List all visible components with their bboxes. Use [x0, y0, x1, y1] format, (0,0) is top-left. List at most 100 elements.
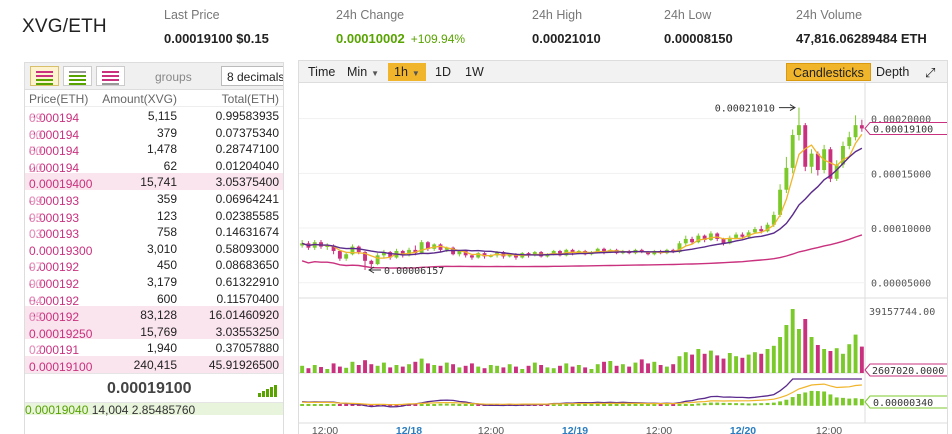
candle [476, 253, 481, 258]
time-button[interactable]: Time [308, 65, 336, 79]
volume-bar [306, 368, 311, 373]
volume-24h-stat: 24h Volume 47,816.06289484 ETH [796, 8, 927, 46]
depth-button[interactable]: Depth [876, 65, 910, 79]
high-24h-stat: 24h High 0.00021010 [532, 8, 601, 46]
volume-bar [570, 366, 575, 373]
candle [790, 135, 795, 168]
ask-row[interactable]: 0.000192 84 600 0.11570400 [29, 291, 279, 308]
ask-amount: 5,115 [147, 109, 177, 123]
macd-histogram-bar [658, 404, 663, 406]
macd-histogram-bar [413, 404, 418, 406]
macd-histogram-bar [331, 404, 336, 406]
view-asks-button[interactable] [96, 66, 125, 86]
change-24h-stat: 24h Change 0.00010002 +109.94% [336, 8, 465, 46]
candle [482, 253, 487, 257]
decimals-select[interactable]: 8 decimals ▼ [221, 66, 283, 86]
interval-1d-button[interactable]: 1D [435, 65, 451, 79]
ask-total: 0.14631674 [215, 225, 279, 240]
macd-histogram-bar [715, 402, 720, 406]
volume-bar [746, 354, 751, 373]
fullscreen-icon[interactable]: ⤢ [925, 65, 936, 80]
macd-tag [864, 395, 947, 409]
candle [765, 224, 770, 232]
caret-down-icon: ▼ [371, 69, 380, 78]
ask-row[interactable]: 0.000192 65 83,128 16.01460920 [25, 306, 283, 324]
bid-total: 2.85485760 [131, 402, 196, 417]
volume-bar [514, 366, 518, 373]
macd-histogram-bar [740, 403, 745, 406]
ask-row[interactable]: 0.000191 02 1,940 0.37057880 [29, 341, 279, 358]
macd-histogram-bar [790, 397, 795, 406]
price-axis: 0.00020000 0.00015000 0.00010000 0.00005000… [864, 115, 947, 409]
ask-row[interactable]: 0.000194 20 62 0.01204040 [29, 158, 279, 175]
volume-bar [664, 366, 669, 373]
volume-bar [432, 365, 437, 373]
macd-histogram-bar [419, 404, 424, 406]
macd-histogram-bar [551, 404, 556, 406]
min-dropdown[interactable]: Min ▼ [341, 63, 385, 81]
candle [325, 245, 330, 247]
price-tick-label: 0.00020000 [871, 115, 931, 126]
candle [803, 125, 808, 167]
candle [558, 250, 562, 256]
candle [690, 238, 695, 243]
candle [469, 255, 474, 258]
macd-histogram-bar [633, 404, 638, 406]
high-price-annotation: 0.00021010 [715, 104, 775, 115]
ask-amount: 240,415 [133, 357, 177, 372]
volume-bar [312, 365, 317, 373]
volume-bar [381, 362, 386, 373]
ask-row[interactable]: 0.000194 60 379 0.07375340 [29, 125, 279, 142]
volume-bar [463, 365, 468, 373]
arrow-left-icon [368, 266, 382, 274]
low-24h-stat: 24h Low 0.00008150 [664, 8, 733, 46]
view-bids-button[interactable] [63, 66, 92, 86]
date-label: 12/18 [396, 425, 422, 434]
ask-row[interactable]: 0.00019300 3,010 0.58093000 [29, 241, 279, 258]
view-both-button[interactable] [30, 66, 59, 86]
volume-bar [652, 361, 657, 373]
volume-bar [495, 365, 500, 373]
volume-bar [319, 367, 323, 373]
volume-bar [375, 365, 380, 373]
macd-histogram-bar [627, 404, 632, 406]
interval-1h-dropdown[interactable]: 1h ▼ [388, 63, 426, 81]
volume-bar [520, 369, 525, 373]
volume-bar [482, 368, 487, 373]
ask-row[interactable]: 0.000194 69 5,115 0.99583935 [29, 109, 279, 125]
ask-row[interactable]: 0.000192 90 3,179 0.61322910 [29, 274, 279, 291]
ask-row[interactable]: 0.000193 95 123 0.02385585 [29, 208, 279, 225]
ask-list: 0.000194 69 5,115 0.99583935 0.000194 60 379 0.… [25, 107, 283, 374]
candlestick-chart[interactable]: 0.00020000 0.00015000 0.00010000 0.00005000… [299, 83, 948, 434]
bid-row[interactable]: 0.00019040 14,004 2.85485760 [25, 402, 283, 417]
macd-histogram-bar [746, 403, 751, 406]
candle [413, 249, 418, 254]
ask-row[interactable]: 0.000192 97 450 0.08683650 [29, 258, 279, 275]
ask-row[interactable]: 0.000194 50 1,478 0.28747100 [29, 142, 279, 159]
ask-row[interactable]: 0.00019400 15,741 3.05375400 [25, 173, 283, 191]
candlesticks-button[interactable]: Candlesticks [786, 63, 871, 81]
interval-1w-button[interactable]: 1W [465, 65, 484, 79]
macd-histogram-bar [847, 398, 852, 406]
ask-total: 0.06964241 [215, 191, 279, 206]
candle [696, 235, 701, 243]
ask-row[interactable]: 0.000193 03 758 0.14631674 [29, 225, 279, 242]
volume-bar [683, 352, 688, 373]
volume-bar [363, 360, 367, 373]
candle [841, 145, 845, 165]
macd-histogram-bar [859, 398, 864, 406]
candle [602, 248, 606, 253]
candle [532, 252, 537, 256]
ask-amount: 1,478 [146, 142, 177, 157]
ma-mid-line [301, 147, 863, 256]
macd-histogram-bar [614, 404, 619, 406]
ask-row[interactable]: 0.00019250 15,769 3.03553250 [25, 322, 283, 341]
ask-amount: 123 [156, 208, 177, 223]
candle [350, 246, 355, 255]
volume-bar [658, 365, 663, 373]
ask-row[interactable]: 0.00019100 240,415 45.91926500 [25, 355, 283, 374]
macd-histogram-bar [325, 404, 330, 406]
volume-bar [620, 364, 625, 373]
interval-label: 1h [394, 65, 408, 79]
ask-row[interactable]: 0.000193 99 359 0.06964241 [29, 191, 279, 208]
